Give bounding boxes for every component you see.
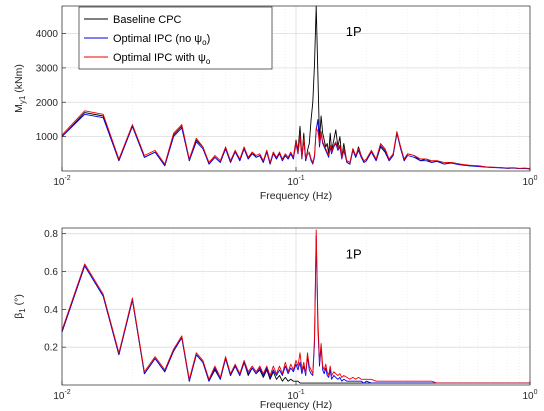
legend-label-2: Optimal IPC with ψo	[113, 52, 211, 66]
series-line-2	[61, 229, 530, 384]
legend: Baseline CPC Optimal IPC (no ψo) Optimal I…	[78, 6, 273, 70]
x-tick-label: 100	[522, 389, 537, 402]
y-tick-label: 0.2	[44, 343, 58, 354]
y-axis-label: β1 (°)	[13, 294, 27, 319]
annotation-1p: 1P	[346, 24, 362, 39]
x-tick-label: 10-1	[287, 175, 304, 188]
legend-label-1: Optimal IPC (no ψo)	[113, 33, 210, 47]
y-axis-label: My1 (kNm)	[13, 64, 27, 113]
y-tick-label: 2000	[36, 98, 59, 109]
x-tick-label: 10-1	[287, 389, 304, 402]
y-tick-label: 0.6	[44, 267, 58, 278]
x-tick-label: 10-2	[53, 389, 70, 402]
legend-box	[78, 6, 273, 70]
x-tick-label: 100	[522, 175, 537, 188]
y-tick-label: 1000	[36, 132, 59, 143]
x-axis-label: Frequency (Hz)	[260, 190, 332, 202]
x-axis-label: Frequency (Hz)	[260, 399, 332, 411]
x-tick-label: 10-2	[53, 175, 70, 188]
y-tick-label: 3000	[36, 63, 59, 74]
top-plot-bending-moment: 1000 2000 3000 4000 10-2 10-1 100 Frequency (Hz…	[13, 5, 538, 202]
annotation-1p: 1P	[346, 247, 362, 262]
y-tick-label: 0.4	[44, 305, 58, 316]
bottom-plot-pitch-angle: 0.2 0.4 0.6 0.8 10-2 10-1 100 Frequency (Hz) β1 …	[13, 227, 538, 411]
y-tick-label: 4000	[36, 29, 59, 40]
series-line-2	[61, 110, 531, 170]
y-tick-label: 0.8	[44, 229, 58, 240]
legend-label-0: Baseline CPC	[113, 14, 182, 26]
